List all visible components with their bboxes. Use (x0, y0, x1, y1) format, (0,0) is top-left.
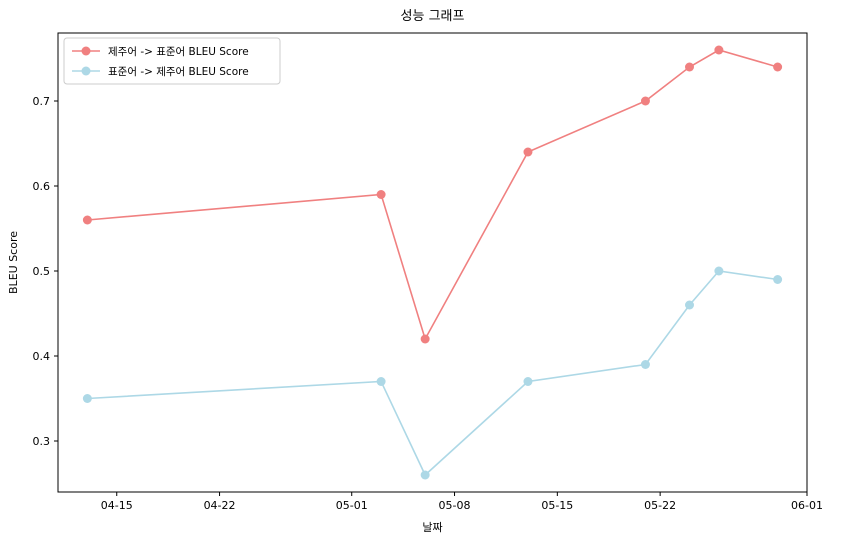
data-point (523, 147, 533, 157)
series-line (87, 49, 778, 342)
y-axis-label: BLEU Score (7, 231, 20, 294)
y-tick-label: 0.6 (33, 180, 51, 193)
x-tick-label: 05-08 (439, 499, 471, 512)
legend-marker (81, 46, 91, 56)
legend-label: 제주어 -> 표준어 BLEU Score (108, 46, 249, 58)
data-point (376, 190, 386, 199)
x-tick-label: 05-01 (336, 499, 368, 512)
y-tick-label: 0.7 (33, 95, 51, 108)
data-point (376, 377, 386, 386)
legend-box (63, 37, 281, 85)
legend-label: 표준어 -> 제주어 BLEU Score (108, 66, 249, 78)
legend-item: 제주어 -> 표준어 BLEU Score (72, 46, 249, 58)
series-layer (82, 45, 783, 480)
y-tick-label: 0.4 (33, 350, 51, 363)
data-point (773, 62, 783, 72)
data-point (82, 394, 92, 403)
data-point (420, 470, 430, 480)
y-tick-label: 0.3 (33, 435, 51, 448)
series-1 (82, 45, 783, 344)
legend-marker (81, 66, 91, 76)
data-point (523, 377, 533, 386)
data-point (685, 62, 695, 72)
data-point (685, 300, 695, 310)
data-point (714, 266, 724, 276)
data-point (640, 360, 650, 369)
legend: 제주어 -> 표준어 BLEU Score 표준어 -> 제주어 BLEU Sco… (63, 37, 281, 85)
series-2 (82, 266, 783, 480)
x-tick-label: 06-01 (791, 499, 823, 512)
data-point (640, 96, 650, 106)
axis-ticks: 04-15 04-22 05-01 05-08 05-15 05-22 06-01 0.3 0.… (33, 95, 823, 512)
x-tick-label: 04-15 (101, 499, 133, 512)
legend-item: 표준어 -> 제주어 BLEU Score (72, 66, 249, 78)
x-tick-label: 04-22 (204, 499, 236, 512)
data-point (420, 334, 430, 344)
data-point (773, 275, 783, 284)
x-tick-label: 05-22 (644, 499, 676, 512)
series-line (87, 270, 778, 477)
plot-area-frame (57, 32, 808, 493)
chart-title: 성능 그래프 (401, 9, 465, 24)
x-tick-label: 05-15 (541, 499, 573, 512)
x-axis-label: 날짜 (422, 521, 442, 534)
data-point (82, 215, 92, 225)
data-point (714, 45, 724, 55)
y-tick-label: 0.5 (33, 265, 51, 278)
